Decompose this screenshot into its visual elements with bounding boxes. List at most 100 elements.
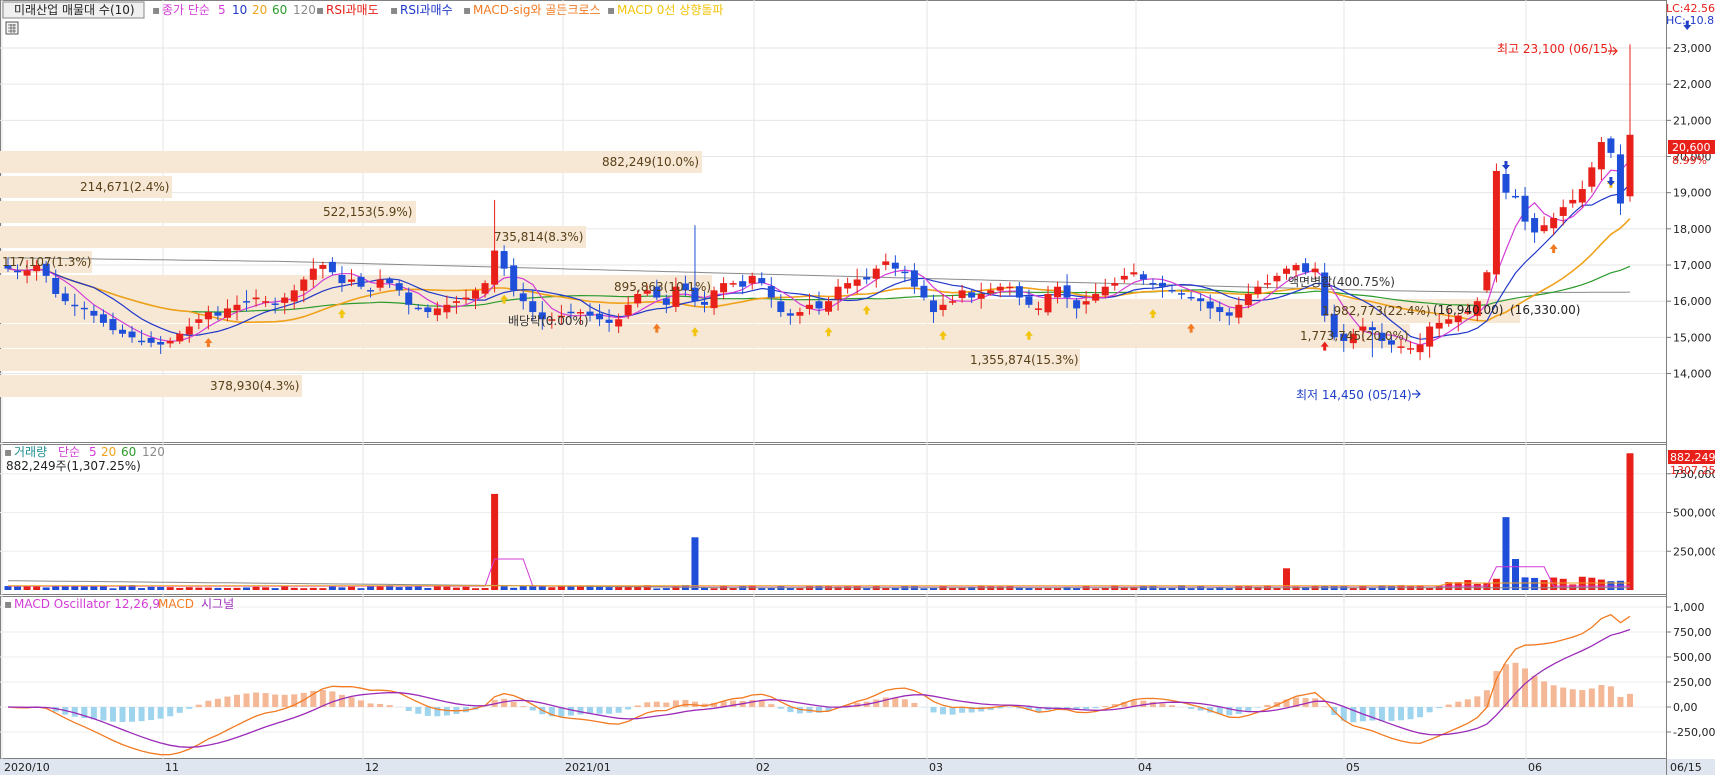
ma120-line — [7, 257, 1631, 293]
volume-profile-label: 895,863(10.1%) — [614, 280, 711, 294]
candle-body — [1626, 134, 1634, 197]
volume-bar — [634, 586, 642, 590]
volume-bar — [987, 586, 995, 590]
volume-bar — [491, 493, 499, 590]
candle-body — [4, 265, 12, 269]
candlesticks[interactable] — [4, 44, 1634, 361]
x-tick-label: 03 — [929, 761, 943, 774]
volume-profile-label: 117,107(1.3%) — [2, 255, 91, 269]
title-box[interactable] — [2, 1, 145, 19]
volume-bar — [1473, 583, 1481, 590]
macd-histogram-bar — [272, 694, 279, 707]
macd-histogram-bar — [109, 707, 116, 722]
volume-bar — [481, 588, 489, 590]
candle-body — [1063, 285, 1071, 298]
volume-ma20-line — [8, 582, 1630, 587]
x-tick-label: 02 — [756, 761, 770, 774]
volume-bar — [33, 586, 41, 590]
candle-body — [739, 281, 747, 287]
volume-bar — [4, 586, 12, 590]
candle-body — [815, 301, 823, 309]
macd-histogram-bar — [71, 707, 78, 717]
volume-bar — [1225, 588, 1233, 590]
macd-histogram-bar — [1064, 707, 1071, 709]
macd-histogram-bar — [129, 707, 136, 722]
candle-body — [557, 315, 565, 318]
candle-body — [309, 268, 317, 280]
macd-histogram-bar — [1340, 707, 1347, 721]
macd-histogram-bar — [1474, 696, 1481, 707]
macd-histogram-bar — [1588, 688, 1595, 707]
candle-body — [949, 301, 957, 303]
signal-arrow-up — [337, 309, 346, 319]
volume-bar — [1616, 580, 1624, 590]
macd-histogram-bar — [1035, 707, 1042, 712]
macd-histogram-bar — [1369, 707, 1376, 721]
volume-bar — [510, 587, 518, 590]
macd-tick-label: 1,000 — [1673, 601, 1705, 614]
candle-body — [214, 312, 222, 316]
macd-tick-label: 0,00 — [1673, 701, 1698, 714]
candle-body — [529, 301, 537, 313]
price-tick-label: 23,000 — [1673, 42, 1712, 55]
volume-profile-bar — [0, 349, 1080, 371]
candle-body — [138, 340, 146, 343]
macd-histogram-bar — [1512, 662, 1519, 707]
volume-bar — [1130, 587, 1138, 590]
candle-body — [1178, 293, 1186, 295]
macd-tick-label: 500,00 — [1673, 651, 1712, 664]
macd-histogram-bar — [825, 707, 832, 712]
macd-histogram-bar — [777, 707, 784, 709]
price-tick-label: 21,000 — [1673, 114, 1712, 127]
macd-histogram-bar — [367, 703, 374, 707]
stock-title: 미래산업 매물대 수(10) — [14, 3, 135, 17]
volume-bar — [834, 586, 842, 590]
volume-bar — [796, 588, 804, 590]
candle-body — [1407, 348, 1415, 350]
macd-histogram-bar — [796, 707, 803, 714]
signal-arrow-up — [1549, 243, 1558, 253]
volume-bar — [672, 586, 680, 590]
candle-body — [920, 285, 928, 298]
volume-bar — [147, 586, 155, 590]
volume-bar — [319, 588, 327, 590]
macd-histogram-bar — [644, 702, 651, 707]
volume-bar — [462, 586, 470, 590]
macd-histogram-bar — [205, 700, 212, 707]
macd-histogram-bar — [1293, 697, 1300, 707]
candle-body — [1378, 332, 1386, 341]
macd-histogram-bar — [100, 707, 107, 721]
macd-histogram-bar — [1216, 707, 1223, 715]
macd-histogram-bar — [949, 707, 956, 715]
macd-histogram-bar — [1436, 707, 1443, 709]
candle-body — [634, 293, 642, 304]
candle-body — [872, 268, 880, 279]
volume-profile-label: 1,773,745(20.0%) — [1300, 329, 1409, 343]
volume-profile-label: 882,249(10.0%) — [602, 155, 699, 169]
price-tick-label: 18,000 — [1673, 223, 1712, 236]
x-axis-bar — [0, 759, 1715, 775]
volume-profile-bar — [0, 226, 586, 248]
macd-histogram-bar — [424, 707, 431, 716]
volume-bar — [758, 588, 766, 590]
candle-body — [367, 290, 375, 292]
macd-histogram-bar — [319, 689, 326, 707]
signal-arrow-up — [1024, 330, 1033, 340]
macd-histogram-bar — [1025, 707, 1032, 711]
macd-histogram-bar — [1560, 687, 1567, 707]
volume-bar — [576, 585, 584, 590]
candle-body — [748, 275, 756, 284]
candle-body — [729, 283, 737, 285]
volume-bar — [71, 585, 79, 590]
candle-body — [958, 290, 966, 299]
candle-body — [1168, 289, 1176, 292]
macd-histogram-bar — [1607, 686, 1614, 707]
price-tick-label: 17,000 — [1673, 259, 1712, 272]
candle-body — [968, 292, 976, 298]
candle-body — [1578, 189, 1586, 203]
volume-bar — [472, 588, 480, 590]
candle-body — [796, 312, 804, 316]
volume-bar — [1521, 577, 1529, 590]
candle-body — [1254, 286, 1262, 294]
